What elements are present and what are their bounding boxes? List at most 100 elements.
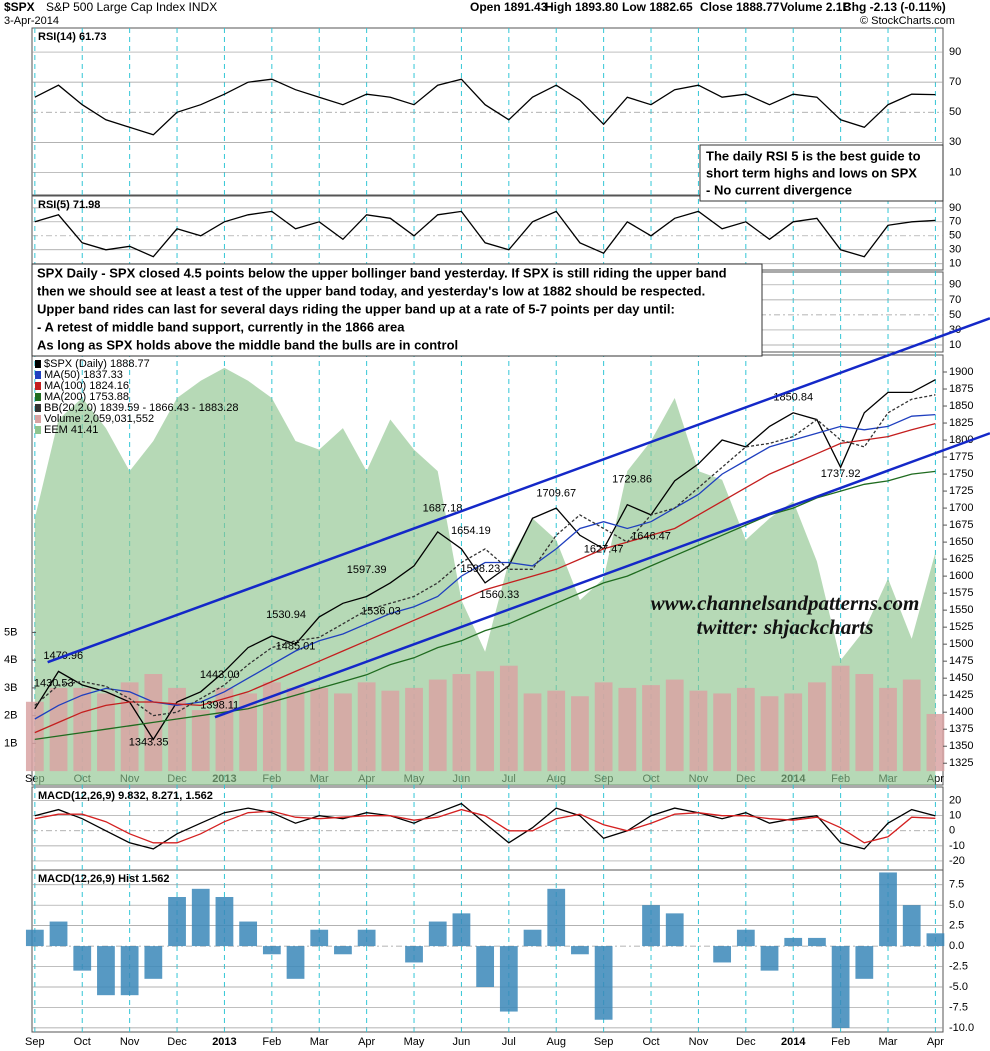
bar <box>144 946 163 979</box>
y-tick-label: 10 <box>949 166 961 178</box>
y-tick-label: 20 <box>949 794 961 806</box>
bar <box>405 946 423 963</box>
y-tick-label: 70 <box>949 76 961 88</box>
value-annotation: 1654.19 <box>451 525 491 537</box>
bar <box>381 690 400 772</box>
bar <box>594 946 613 1020</box>
panel-label: RSI(5) 71.98 <box>38 199 100 211</box>
series-line <box>34 470 936 741</box>
bar <box>926 713 945 772</box>
y-tick-label: -10 <box>949 840 965 852</box>
y-tick-label: -10.0 <box>949 1022 974 1034</box>
y-tick-label: 70 <box>949 294 961 306</box>
bar <box>97 693 115 772</box>
bar <box>357 682 376 772</box>
panel-label: MACD(12,26,9) 9.832, 8.271, 1.562 <box>38 790 213 802</box>
rsi-note-box <box>699 144 944 202</box>
y-tick-label: 2.5 <box>949 920 964 932</box>
bar <box>73 687 92 772</box>
value-annotation: 1627.47 <box>584 543 624 555</box>
bar <box>73 946 92 971</box>
x-tick-label: Sep <box>594 1036 614 1048</box>
y-tick-label: 1650 <box>949 536 973 548</box>
y-tick-label: 10 <box>949 810 961 822</box>
bar <box>736 929 755 947</box>
y-tick-label: 1525 <box>949 621 973 633</box>
bar <box>902 905 921 947</box>
bar <box>168 897 186 947</box>
bar <box>191 710 210 772</box>
bar <box>642 905 660 947</box>
legend-label: Volume 2,059,031,552 <box>44 413 154 425</box>
bar <box>405 687 423 772</box>
bar <box>215 897 234 947</box>
bar <box>665 679 684 772</box>
date: 3-Apr-2014 <box>4 15 59 27</box>
legend-label: MA(200) 1753.88 <box>44 391 129 403</box>
y-tick-label: 1700 <box>949 502 973 514</box>
notes-box <box>31 263 763 357</box>
y-tick-label: 1875 <box>949 383 973 395</box>
trendline <box>214 432 990 719</box>
legend-swatch <box>35 382 41 390</box>
bar <box>784 937 803 947</box>
bar <box>879 872 897 947</box>
y-tick-label: 90 <box>949 46 961 58</box>
legend-label: $SPX (Daily) 1888.77 <box>44 358 150 370</box>
x-tick-label: Mar <box>310 1036 329 1048</box>
y-tick-label: -20 <box>949 855 965 867</box>
x-tick-label: Dec <box>167 1036 187 1048</box>
y-tick-label: 30 <box>949 244 961 256</box>
bar <box>239 693 258 772</box>
bar <box>547 690 566 772</box>
x-tick-label: 2013 <box>212 1036 236 1048</box>
y-tick-label: 1325 <box>949 757 973 769</box>
series-line <box>34 379 936 741</box>
notes-line: SPX Daily - SPX closed 4.5 points below … <box>37 265 727 280</box>
x-tick-label: Apr <box>927 1036 944 1048</box>
x-tick-label: Apr <box>358 1036 375 1048</box>
index-name: S&P 500 Large Cap Index INDX <box>46 0 217 14</box>
x-tick-label: Mar <box>879 1036 898 1048</box>
y-tick-label: 1825 <box>949 417 973 429</box>
x-tick-label: Jul <box>502 1036 516 1048</box>
y-tick-label: 10 <box>949 339 961 351</box>
bar <box>310 687 329 772</box>
y-tick-label: 0 <box>949 825 955 837</box>
bar <box>334 693 352 772</box>
watermark: www.channelsandpatterns.com <box>651 591 920 615</box>
bar <box>357 929 376 947</box>
quote-item: Close 1888.77 <box>700 0 780 14</box>
y-tick-label: 1675 <box>949 519 973 531</box>
value-annotation: 1597.39 <box>347 564 387 576</box>
bar <box>855 674 874 772</box>
bar <box>831 946 850 1028</box>
bar <box>808 682 826 772</box>
y-tick-label: 1775 <box>949 451 973 463</box>
bar <box>25 929 44 947</box>
bar <box>594 682 613 772</box>
y-tick-label: -2.5 <box>949 960 968 972</box>
x-tick-label: 2014 <box>781 1036 806 1048</box>
y-tick-label: 70 <box>949 216 961 228</box>
quote-item: Volume 2.1B <box>780 0 851 14</box>
bar <box>452 913 471 947</box>
y-tick-label: 1500 <box>949 638 973 650</box>
y-tick-label: 1800 <box>949 434 973 446</box>
value-annotation: 1343.35 <box>129 737 169 749</box>
notes-line: As long as SPX holds above the middle ba… <box>37 337 458 352</box>
legend-label: BB(20,2.0) 1839.59 - 1866.43 - 1883.28 <box>44 402 238 414</box>
bar <box>334 946 352 955</box>
y-tick-label: 1600 <box>949 570 973 582</box>
bar <box>808 937 826 947</box>
y-tick-label: 50 <box>949 309 961 321</box>
y-tick-label: 30 <box>949 136 961 148</box>
y-tick-label: 1375 <box>949 723 973 735</box>
y-tick-label: 2B <box>4 710 17 722</box>
bar <box>547 888 566 947</box>
bar <box>286 946 305 979</box>
x-tick-label: Nov <box>120 1036 140 1048</box>
bar <box>215 687 234 772</box>
bar <box>239 921 258 947</box>
